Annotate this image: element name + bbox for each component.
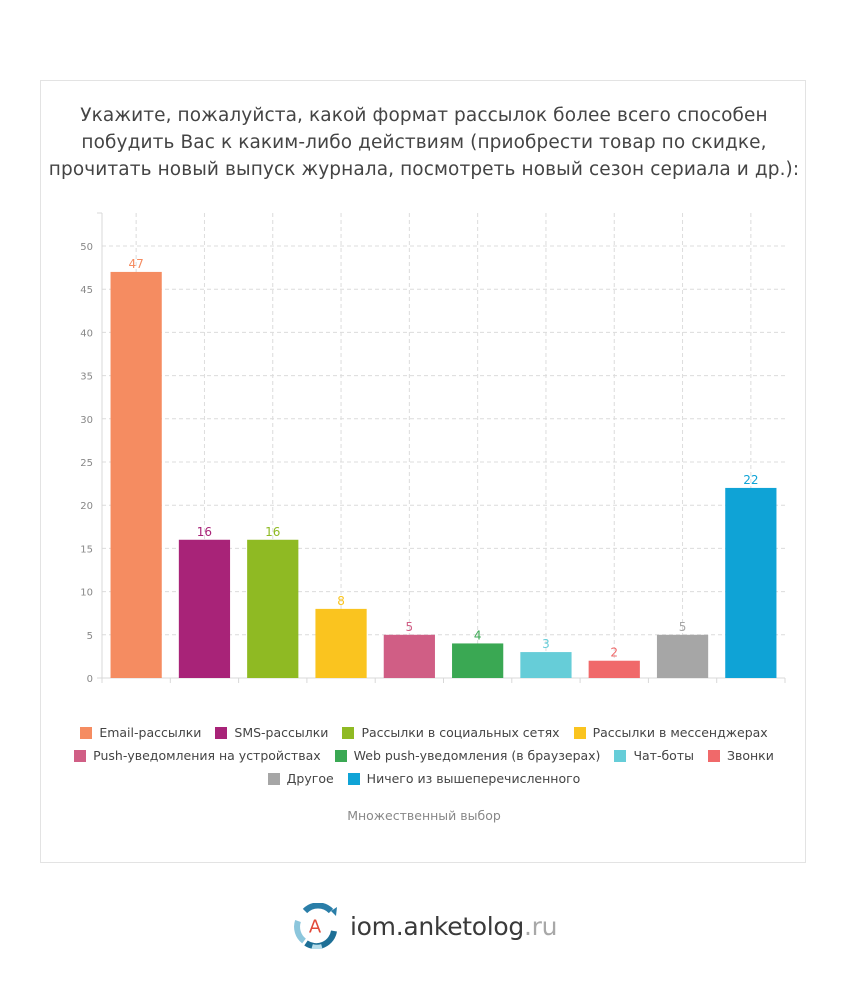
y-tick-label: 5 <box>87 631 93 642</box>
question-line: побудить Вас к каким-либо действиям (при… <box>81 132 767 153</box>
legend-swatch <box>267 772 280 785</box>
bar <box>452 643 504 678</box>
bar <box>383 634 435 678</box>
legend-swatch <box>342 726 355 739</box>
bar <box>520 652 572 678</box>
data-label: 22 <box>743 473 758 487</box>
legend-item[interactable]: Рассылки в мессенджерах <box>573 725 768 740</box>
legend-label: Рассылки в социальных сетях <box>361 725 560 740</box>
legend-row: Email-рассылки SMS-рассылки Рассылки в соц… <box>41 721 807 744</box>
brand-name: iom.anketolog.ru <box>350 912 557 941</box>
legend-item[interactable]: Другое <box>267 771 334 786</box>
y-tick-label: 50 <box>80 242 93 253</box>
y-tick-label: 25 <box>80 458 93 469</box>
question-line: прочитать новый выпуск журнала, посмотре… <box>48 159 800 180</box>
legend-label: Email-рассылки <box>99 725 202 740</box>
y-tick-label: 30 <box>80 415 93 426</box>
brand-main: iom.anketolog <box>350 911 524 941</box>
legend-swatch <box>707 749 720 762</box>
bar <box>247 539 299 678</box>
bar <box>178 539 231 678</box>
data-label: 47 <box>129 257 144 271</box>
legend-swatch <box>74 749 87 762</box>
bar <box>588 660 640 678</box>
brand-tld: .ru <box>523 911 558 941</box>
legend-swatch <box>614 749 627 762</box>
data-label: 5 <box>679 620 687 634</box>
legend-label: Push-уведомления на устройствах <box>93 748 321 763</box>
brand[interactable]: A iom.anketolog.ru <box>292 903 557 949</box>
y-tick-label: 15 <box>80 544 93 555</box>
y-tick-label: 35 <box>80 372 93 383</box>
legend-label: Другое <box>286 771 334 786</box>
data-label: 16 <box>265 525 280 539</box>
bar <box>110 271 162 678</box>
legend-row: Push-уведомления на устройствах Web push-… <box>41 744 807 767</box>
legend-item[interactable]: Рассылки в социальных сетях <box>342 725 560 740</box>
y-tick-label: 40 <box>80 328 93 339</box>
legend-label: Чат-боты <box>633 748 694 763</box>
anketolog-logo-icon: A <box>294 903 337 949</box>
legend-swatch <box>573 726 586 739</box>
logo-letter: A <box>309 917 322 938</box>
legend-item[interactable]: SMS-рассылки <box>215 725 328 740</box>
legend-item[interactable]: Звонки <box>707 748 774 763</box>
bar <box>315 608 367 678</box>
legend-row: Другое Ничего из вышеперечисленного <box>41 767 807 790</box>
y-tick-label: 0 <box>87 674 93 685</box>
data-label: 2 <box>610 646 618 660</box>
legend-swatch <box>334 749 347 762</box>
legend-label: SMS-рассылки <box>234 725 329 740</box>
legend-item[interactable]: Web push-уведомления (в браузерах) <box>334 748 601 763</box>
footnote: Множественный выбор <box>347 808 501 823</box>
data-label: 4 <box>474 628 482 642</box>
y-tick-label: 10 <box>80 588 93 599</box>
bar <box>725 487 777 678</box>
bar <box>656 634 709 678</box>
y-tick-label: 45 <box>80 285 93 296</box>
legend-label: Web push-уведомления (в браузерах) <box>353 748 601 763</box>
legend-label: Рассылки в мессенджерах <box>592 725 768 740</box>
legend-item[interactable]: Чат-боты <box>614 748 694 763</box>
legend: Email-рассылки SMS-рассылки Рассылки в соц… <box>41 721 807 790</box>
legend-item[interactable]: Email-рассылки <box>80 725 201 740</box>
data-label: 8 <box>337 594 345 608</box>
legend-swatch <box>215 726 228 739</box>
legend-swatch <box>347 772 360 785</box>
question-line: Укажите, пожалуйста, какой формат рассыл… <box>80 105 768 126</box>
question-title: Укажите, пожалуйста, какой формат рассыл… <box>41 102 807 183</box>
legend-swatch <box>80 726 93 739</box>
y-tick-label: 20 <box>80 501 93 512</box>
legend-item[interactable]: Ничего из вышеперечисленного <box>347 771 581 786</box>
data-label: 16 <box>197 525 212 539</box>
data-label: 5 <box>406 620 414 634</box>
legend-label: Ничего из вышеперечисленного <box>366 771 581 786</box>
legend-label: Звонки <box>726 748 774 763</box>
chart-card: Укажите, пожалуйста, какой формат рассыл… <box>40 80 806 863</box>
data-label: 3 <box>542 637 550 651</box>
legend-item[interactable]: Push-уведомления на устройствах <box>74 748 321 763</box>
